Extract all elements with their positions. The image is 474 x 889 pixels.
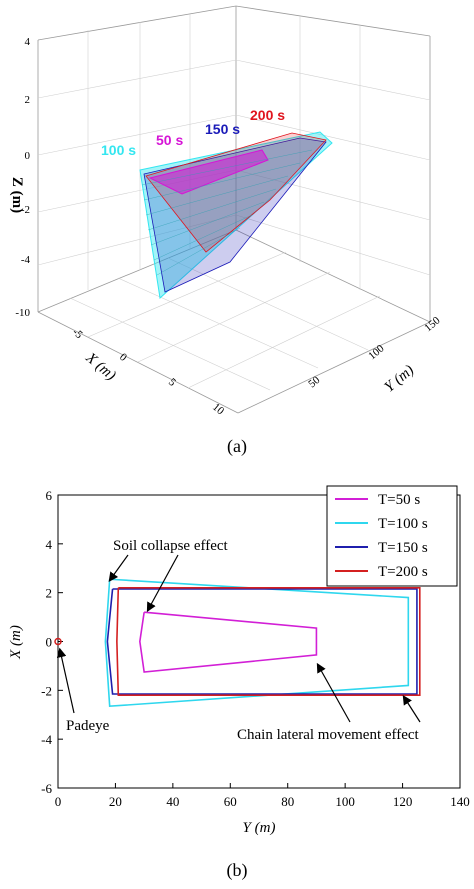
annotation-padeye: Padeye: [66, 718, 110, 734]
x-tick-label: 120: [393, 794, 413, 809]
y-tick-label: 100: [366, 342, 387, 362]
x-tick-label: 10: [210, 401, 227, 418]
y-tick-label: 50: [306, 374, 323, 391]
time-label-50s: 50 s: [156, 132, 183, 148]
annotation-arrow: [316, 662, 351, 723]
y-tick-label: -6: [41, 781, 52, 796]
legend-label: T=150 s: [378, 540, 428, 556]
z-tick-label: -4: [21, 254, 31, 266]
3d-box-frame: [37, 5, 431, 414]
caption-a: (a): [227, 436, 247, 457]
y-tick-label: -4: [41, 732, 52, 747]
z-axis-ticks: 4 2 0 -2 -4 -10: [15, 36, 30, 319]
x-axis-ticks: 0 20 40 60 80 100 120 140: [55, 783, 470, 809]
x-tick-label: 20: [109, 794, 122, 809]
z-tick-label: 4: [25, 36, 31, 48]
y-tick-label: 150: [422, 314, 443, 334]
caption-b: (b): [227, 860, 248, 881]
panel-a-3d-plot: 100 s 50 s 150 s 200 s 4 2 0 -2 -4 -10 Z…: [9, 5, 443, 457]
legend-label: T=200 s: [378, 564, 428, 580]
padeye-marker: [54, 637, 62, 646]
3d-grid: [37, 14, 431, 391]
annotation-arrow: [402, 694, 421, 723]
series-line: [106, 588, 418, 695]
y-axis-label: X (m): [8, 625, 24, 660]
time-label-100s: 100 s: [101, 142, 136, 158]
annotation-arrow: [146, 554, 179, 613]
legend-label: T=50 s: [378, 492, 420, 508]
x-tick-label: 140: [450, 794, 470, 809]
y-tick-label: -2: [41, 683, 52, 698]
y-tick-label: 6: [46, 488, 53, 503]
series-line: [116, 586, 421, 697]
annotation-chain-lateral-movement: Chain lateral movement effect: [237, 727, 420, 743]
panel-b-2d-plot: 0 20 40 60 80 100 120 140 -6 -4 -2 0 2 4 6 Y (m) X (m…: [8, 485, 470, 881]
3d-surfaces: [139, 131, 333, 299]
y-axis-label-3d: Y (m): [382, 362, 418, 395]
x-tick-label: 5: [166, 376, 178, 389]
annotation-arrow: [108, 554, 129, 582]
y-tick-label: 0: [46, 635, 53, 650]
z-tick-label: 2: [25, 94, 31, 106]
x-tick-label: 80: [281, 794, 294, 809]
x-axis-label: Y (m): [243, 820, 276, 836]
x-axis-label-3d: X (m): [82, 349, 119, 384]
z-axis-label: Z (m): [9, 177, 25, 213]
x-tick-label: -5: [70, 326, 85, 341]
legend-label: T=100 s: [378, 516, 428, 532]
z-tick-label: -10: [15, 307, 30, 319]
x-tick-label: 100: [335, 794, 355, 809]
x-tick-label: 40: [166, 794, 179, 809]
z-tick-label: -2: [21, 204, 30, 216]
y-tick-label: 2: [46, 586, 53, 601]
time-label-150s: 150 s: [205, 121, 240, 137]
series-line: [139, 611, 318, 673]
y-axis-ticks: -6 -4 -2 0 2 4 6: [41, 488, 63, 796]
series-layer: [104, 578, 421, 708]
z-tick-label: 0: [25, 150, 31, 162]
y-tick-label: 4: [46, 537, 53, 552]
annotation-soil-collapse: Soil collapse effect: [113, 538, 229, 554]
legend: T=50 s T=100 s T=150 s T=200 s: [326, 485, 458, 587]
time-label-200s: 200 s: [250, 107, 285, 123]
series-line: [104, 578, 410, 708]
x-tick-label: 0: [55, 794, 62, 809]
annotation-arrow: [56, 647, 75, 714]
x-tick-label: 60: [224, 794, 237, 809]
legend-box: [326, 485, 458, 587]
y-axis-ticks-3d: 50 100 150: [306, 314, 443, 390]
